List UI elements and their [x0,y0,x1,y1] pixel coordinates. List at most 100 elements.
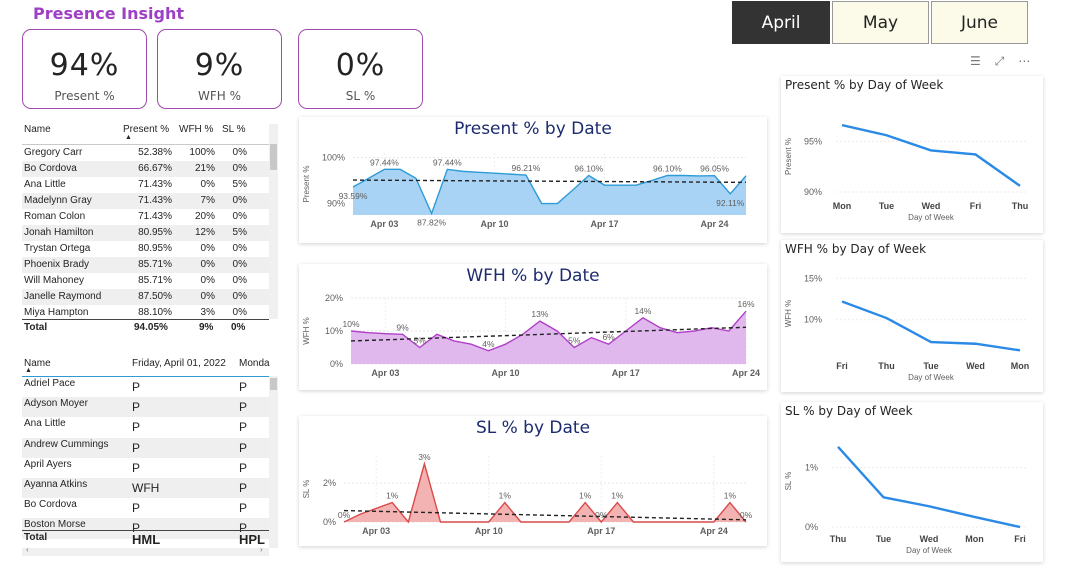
present-by-weekday-chart: 90% 95% Mon Tue Wed Fri Thu Day of Week Present … [784,123,1029,222]
scroll-left-icon[interactable]: ‹ [26,545,29,554]
summary-cell: 52.38% [138,147,172,158]
summary-row[interactable]: Ana Little 71.43% 0% 5% [22,177,269,193]
matrix-total-label: Total [24,532,48,543]
y-axis-label: SL % [784,472,793,491]
month-button-june[interactable]: June [931,1,1028,44]
sl-by-date-card: SL % by Date 0% 2% Apr 03 Apr 10 Apr 17 Apr 2… [299,416,767,546]
attendance-cell: P [132,420,141,435]
data-label: 6% [602,332,615,342]
filter-icon[interactable]: ☰ [970,54,981,68]
attendance-cell: Adriel Pace [24,378,76,389]
summary-cell: Roman Colon [24,211,86,222]
kpi-sl-value: 0% [335,48,386,83]
attendance-cell: P [239,481,248,495]
summary-row[interactable]: Bo Cordova 66.67% 21% 0% [22,161,269,177]
y-tick-label: 2% [323,478,336,488]
attendance-cell: WFH [132,481,160,495]
chart-title: WFH % by Date [466,266,600,286]
scroll-thumb[interactable] [270,378,277,390]
attendance-cell: April Ayers [24,458,72,470]
data-label: 9% [396,322,409,332]
data-label: 10% [342,319,359,329]
attendance-row[interactable]: Boston Morse P P [22,518,269,539]
x-tick-label: Wed [966,361,985,371]
y-tick-label: 0% [805,522,818,532]
horizontal-scrollbar[interactable]: ‹ › [22,545,269,556]
summary-row[interactable]: Phoenix Brady 85.71% 0% 0% [22,257,269,273]
month-button-april[interactable]: April [732,1,830,44]
matrix-header-date1[interactable]: Friday, April 01, 2022 [132,358,226,369]
data-label: 97.44% [370,157,399,167]
summary-row[interactable]: Madelynn Gray 71.43% 7% 0% [22,193,269,209]
x-tick-label: Apr 10 [475,526,503,536]
attendance-row[interactable]: Adyson Moyer P P [22,397,269,418]
header-divider [22,376,269,377]
vertical-scrollbar[interactable] [269,376,278,548]
chart-title: WFH % by Day of Week [785,242,927,256]
trend-line [350,326,747,342]
summary-cell: 0% [232,195,247,206]
summary-cell: 5% [232,227,247,238]
summary-cell: 0% [232,243,247,254]
scroll-thumb[interactable] [270,144,277,170]
total-label: Total [24,322,48,333]
attendance-cell: Adyson Moyer [24,398,88,410]
more-options-icon[interactable]: ⋯ [1018,54,1031,68]
area-fill [344,463,746,522]
summary-row[interactable]: Janelle Raymond 87.50% 0% 0% [22,289,269,305]
attendance-row[interactable]: Ana Little P P [22,417,269,437]
summary-row[interactable]: Will Mahoney 85.71% 0% 0% [22,273,269,289]
data-label: 5% [414,336,427,346]
summary-row[interactable]: Jonah Hamilton 80.95% 12% 5% [22,225,269,241]
column-header-wfh[interactable]: WFH % [179,124,214,135]
y-axis-label: WFH % [302,317,311,345]
sort-arrow-icon: ▲ [25,367,32,374]
summary-cell: 0% [200,243,215,254]
summary-row[interactable]: Miya Hampton 88.10% 3% 0% [22,305,269,321]
attendance-cell: P [239,501,248,516]
x-tick-label: Tue [923,361,938,371]
attendance-row[interactable]: Adriel Pace P P [22,377,269,397]
y-tick-label: 90% [804,187,822,197]
attendance-cell: Ayanna Atkins [24,479,88,490]
x-tick-label: Fri [1014,534,1026,544]
matrix-header-date2[interactable]: Monda [239,358,270,369]
x-tick-label: Thu [1012,201,1029,211]
x-tick-label: Mon [833,201,852,211]
x-tick-label: Wed [922,201,941,211]
kpi-present-card: 94% Present % [22,29,147,109]
x-tick-label: Apr 10 [492,368,520,378]
header-divider [22,144,269,145]
column-header-name[interactable]: Name [24,124,51,135]
series-line [350,310,747,352]
summary-row[interactable]: Roman Colon 71.43% 20% 0% [22,209,269,225]
attendance-row[interactable]: April Ayers P P [22,458,269,478]
column-header-present[interactable]: Present % [123,124,170,135]
data-label: 1% [724,491,737,501]
focus-mode-icon[interactable]: ⤢ [994,54,1005,68]
attendance-cell: P [239,460,248,475]
scroll-right-icon[interactable]: › [260,545,263,554]
summary-cell: Jonah Hamilton [24,227,94,238]
matrix-header-name[interactable]: Name [24,358,51,369]
table-scrollbar[interactable] [269,124,278,319]
attendance-row[interactable]: Andrew Cummings P P [22,437,269,458]
summary-cell: Phoenix Brady [24,259,90,270]
attendance-cell: Ana Little [24,418,66,430]
summary-row[interactable]: Trystan Ortega 80.95% 0% 0% [22,241,269,257]
data-label: 4% [482,339,495,349]
attendance-row[interactable]: Bo Cordova P P [22,498,269,518]
y-axis-label: SL % [302,480,311,499]
data-label: 1% [579,491,592,501]
y-tick-label: 100% [322,153,345,163]
month-button-may[interactable]: May [832,1,929,44]
total-present: 94.05% [134,322,168,333]
attendance-row[interactable]: Ayanna Atkins WFH P [22,478,269,499]
column-header-sl[interactable]: SL % [222,124,246,135]
summary-row[interactable]: Gregory Carr 52.38% 100% 0% [22,145,269,161]
summary-cell: 0% [232,275,247,286]
summary-cell: Madelynn Gray [24,195,92,206]
trend-line [352,179,747,184]
chart-title: Present % by Date [454,119,612,139]
